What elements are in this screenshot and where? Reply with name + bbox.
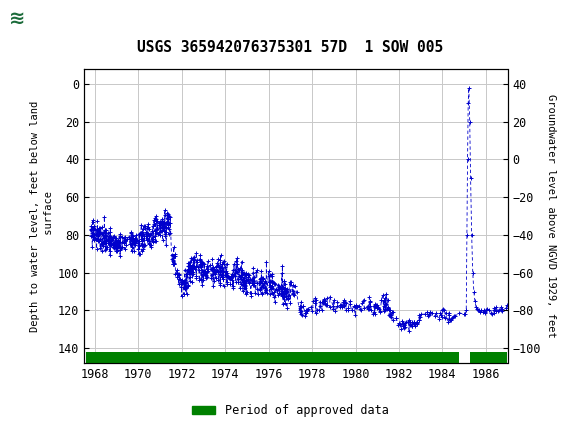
Bar (86, 352, 459, 363)
FancyBboxPatch shape (6, 3, 72, 35)
Bar (469, 352, 508, 363)
Text: USGS: USGS (32, 11, 79, 26)
Text: ≋: ≋ (9, 9, 25, 28)
Legend: Period of approved data: Period of approved data (187, 399, 393, 422)
Text: USGS 365942076375301 57D  1 SOW 005: USGS 365942076375301 57D 1 SOW 005 (137, 40, 443, 55)
Y-axis label: Depth to water level, feet below land
 surface: Depth to water level, feet below land su… (31, 101, 54, 332)
Y-axis label: Groundwater level above NGVD 1929, feet: Groundwater level above NGVD 1929, feet (546, 94, 556, 338)
